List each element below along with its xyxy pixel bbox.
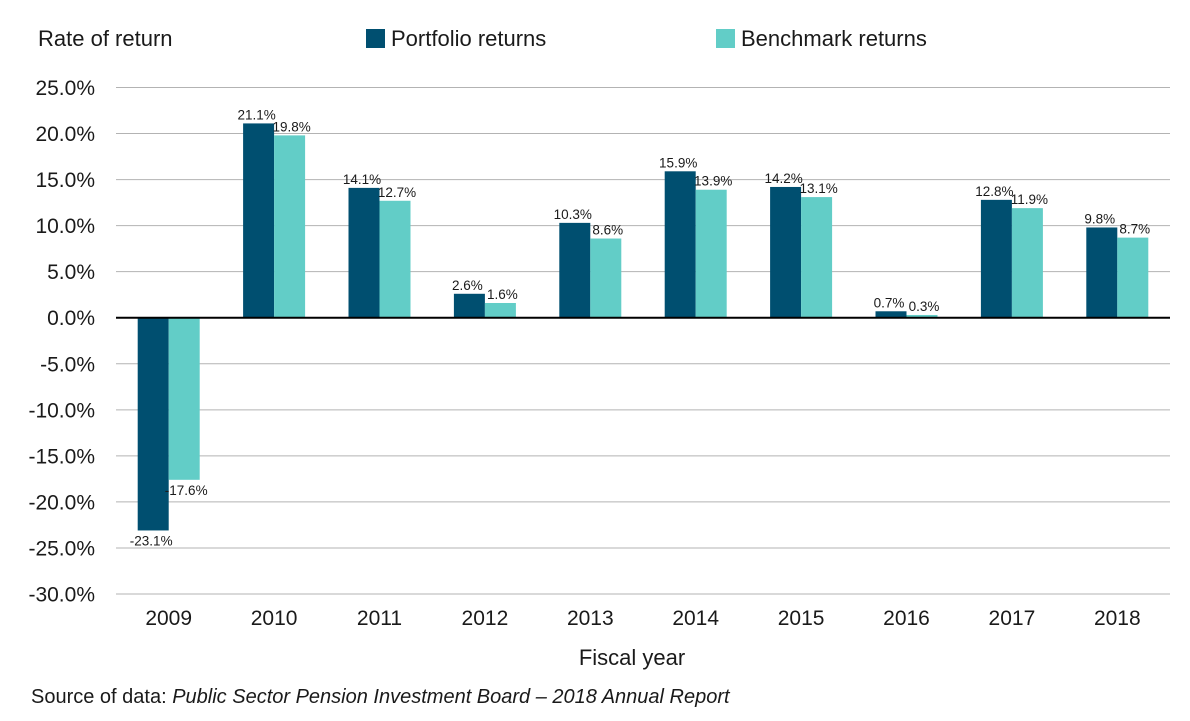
data-label: 13.1% (799, 181, 837, 196)
x-tick-label: 2017 (989, 607, 1036, 630)
x-tick-label: 2018 (1094, 607, 1141, 630)
data-label: 8.7% (1119, 222, 1150, 237)
data-label: 12.7% (378, 185, 416, 200)
y-tick-label: 20.0% (35, 123, 95, 146)
data-label: 14.2% (764, 171, 802, 186)
data-label: 12.8% (975, 184, 1013, 199)
bar-portfolio-2009 (137, 317, 169, 531)
bar-benchmark-2009 (168, 317, 200, 480)
data-label: 11.9% (1011, 192, 1048, 207)
bar-portfolio-2014 (664, 171, 696, 318)
x-tick-label: 2015 (778, 607, 825, 630)
data-label: 0.7% (874, 295, 905, 310)
y-tick-label: 15.0% (35, 169, 95, 192)
bar-benchmark-2011 (379, 200, 411, 318)
x-tick-label: 2016 (883, 607, 930, 630)
data-label: 1.6% (487, 287, 518, 302)
y-tick-label: 10.0% (35, 215, 95, 238)
legend: Portfolio returns Benchmark returns (366, 26, 927, 51)
data-label: -23.1% (130, 533, 173, 548)
x-axis-title: Fiscal year (579, 645, 685, 670)
x-tick-label: 2014 (672, 607, 719, 630)
bar-portfolio-2018 (1086, 227, 1118, 318)
data-labels: -23.1% -17.6% 21.1%19.8% 14.1%12.7% 2.6% 1.6%… (130, 107, 1150, 548)
data-label: 21.1% (237, 107, 275, 122)
y-tick-label: -10.0% (28, 399, 95, 422)
legend-label-portfolio: Portfolio returns (391, 26, 546, 51)
y-tick-label: 25.0% (35, 77, 95, 100)
bar-benchmark-2018 (1117, 237, 1149, 318)
source-title: Public Sector Pension Investment Board –… (172, 686, 730, 708)
source-note: Source of data: Public Sector Pension In… (31, 686, 730, 709)
x-tick-label: 2012 (462, 607, 509, 630)
bar-portfolio-2013 (559, 222, 591, 318)
legend-label-benchmark: Benchmark returns (741, 26, 927, 51)
x-tick-label: 2009 (145, 607, 192, 630)
bar-benchmark-2012 (484, 302, 516, 318)
bar-portfolio-2012 (453, 293, 485, 318)
y-tick-label: -30.0% (28, 584, 95, 607)
y-tick-label: -25.0% (28, 537, 95, 560)
legend-swatch-portfolio (366, 29, 385, 48)
bar-portfolio-2011 (348, 187, 380, 318)
legend-swatch-benchmark (716, 29, 735, 48)
bar-portfolio-2016 (875, 311, 907, 318)
y-tick-label: 5.0% (47, 261, 95, 284)
data-label: -17.6% (165, 483, 208, 498)
y-tick-label: -5.0% (40, 353, 95, 376)
bar-benchmark-2017 (1011, 208, 1043, 318)
data-label: 8.6% (592, 223, 623, 238)
bar-benchmark-2016 (906, 314, 938, 318)
bar-portfolio-2015 (770, 186, 802, 318)
y-tick-label: -20.0% (28, 491, 95, 514)
bar-benchmark-2010 (274, 135, 306, 318)
x-tick-label: 2011 (357, 607, 402, 630)
data-label: 2.6% (452, 278, 483, 293)
data-label: 15.9% (659, 155, 697, 170)
bar-portfolio-2010 (243, 123, 275, 318)
bar-portfolio-2017 (980, 199, 1012, 318)
y-axis-title: Rate of return (38, 26, 173, 51)
source-prefix: Source of data: (31, 686, 173, 708)
bar-benchmark-2014 (695, 189, 727, 318)
bar-benchmark-2013 (590, 238, 622, 318)
bar-benchmark-2015 (801, 197, 833, 318)
data-label: 13.9% (694, 174, 732, 189)
data-label: 19.8% (272, 119, 310, 134)
x-tick-label: 2013 (567, 607, 614, 630)
data-label: 14.1% (343, 172, 381, 187)
data-label: 0.3% (909, 299, 940, 314)
data-label: 10.3% (554, 207, 592, 222)
x-tick-label: 2010 (251, 607, 298, 630)
data-label: 9.8% (1084, 211, 1115, 226)
axes: 25.0% 20.0% 15.0% 10.0% 5.0% 0.0% -5.0% -10.0% -… (28, 77, 1170, 630)
bars (137, 123, 1149, 531)
y-tick-label: 0.0% (47, 307, 95, 330)
y-tick-label: -15.0% (28, 445, 95, 468)
